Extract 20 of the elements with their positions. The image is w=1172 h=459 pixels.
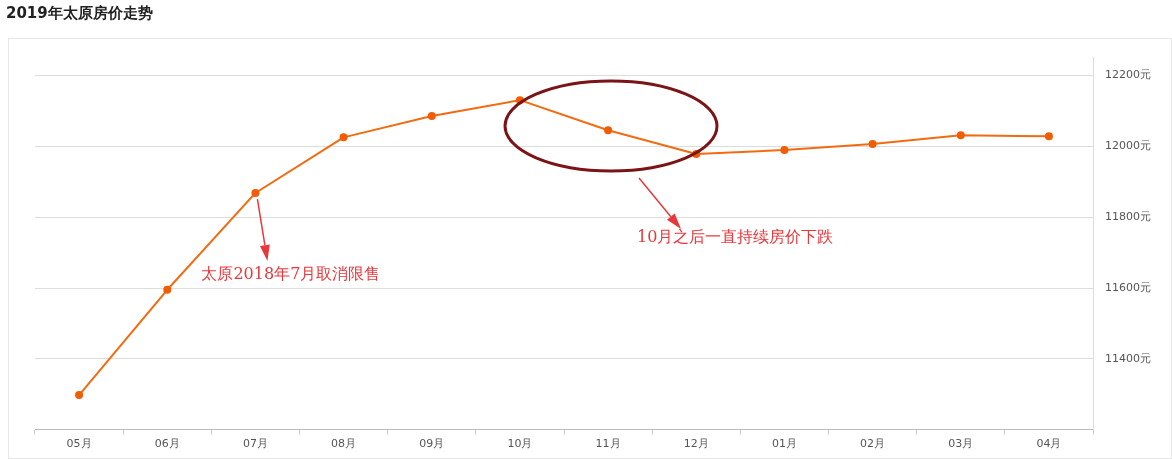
x-tick-label: 07月 bbox=[242, 437, 268, 451]
x-tick-label: 10月 bbox=[507, 437, 533, 451]
x-tick-label: 01月 bbox=[771, 437, 797, 451]
x-tick-label: 12月 bbox=[683, 437, 709, 451]
y-tick-label: 12000元 bbox=[1105, 139, 1152, 153]
y-tick-label: 12200元 bbox=[1105, 68, 1152, 82]
y-tick-label: 11600元 bbox=[1105, 280, 1152, 294]
x-tick-label: 05月 bbox=[66, 437, 92, 451]
x-tick-label: 11月 bbox=[595, 437, 621, 451]
y-tick-label: 11800元 bbox=[1105, 209, 1152, 223]
x-tick-label: 08月 bbox=[331, 437, 357, 451]
annotation: 10月之后一直持续房价下跌 bbox=[637, 227, 834, 248]
x-tick-label: 02月 bbox=[860, 437, 886, 451]
chart-title: 2019年太原房价走势 bbox=[6, 4, 153, 23]
x-tick-label: 04月 bbox=[1036, 437, 1062, 451]
annotation: 太原2018年7月取消限售 bbox=[201, 264, 381, 284]
x-tick-label: 09月 bbox=[419, 437, 445, 451]
x-tick-label: 03月 bbox=[948, 437, 974, 451]
y-tick-label: 11400元 bbox=[1105, 351, 1152, 365]
x-tick-label: 06月 bbox=[154, 437, 180, 451]
